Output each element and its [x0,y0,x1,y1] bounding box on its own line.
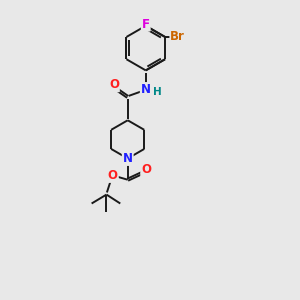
Text: N: N [141,83,151,96]
Text: Br: Br [170,30,185,44]
Text: O: O [109,78,119,91]
Text: H: H [153,87,162,97]
Text: F: F [142,18,150,31]
Text: O: O [141,163,151,176]
Text: O: O [108,169,118,182]
Text: N: N [123,152,133,165]
